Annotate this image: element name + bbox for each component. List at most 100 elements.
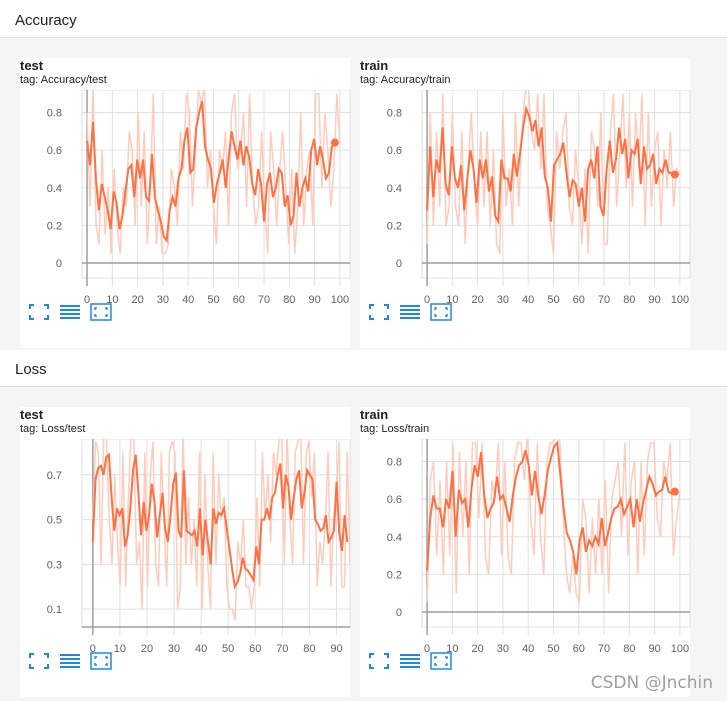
x-tick-label: 60 [573,294,585,306]
line-chart[interactable]: 0 0.2 0.4 0.6 0.8 0 10 20 30 40 50 60 70 80 90 100 [20,90,352,320]
y-tick-label: 0.1 [47,604,62,616]
y-tick-label: 0.2 [387,569,402,581]
x-tick-label: 30 [497,643,509,655]
series-smoothed-line [426,440,676,575]
section-body-loss: test tag: Loss/test 0.1 0.3 0.5 0.7 0 10 20 30 4… [0,387,727,701]
card-tag: tag: Accuracy/test [20,74,107,86]
line-chart[interactable]: 0 0.2 0.4 0.6 0.8 0 10 20 30 40 50 60 70 80 90 100 [360,90,692,320]
fit-domain-icon[interactable] [430,303,452,321]
card-title: train [360,58,389,73]
x-tick-label: 90 [648,643,660,655]
y-tick-label: 0.8 [47,108,62,120]
x-tick-label: 90 [648,294,660,306]
fullscreen-icon[interactable] [368,303,390,321]
x-tick-label: 20 [131,294,143,306]
lines-icon[interactable] [399,652,421,670]
y-tick-label: 0.2 [47,220,62,232]
card-tag: tag: Loss/test [20,423,86,435]
y-tick-label: 0.4 [387,183,402,195]
fullscreen-icon[interactable] [368,652,390,670]
section-header-accuracy[interactable]: Accuracy [0,2,727,38]
x-tick-label: 10 [106,294,118,306]
y-tick-label: 0 [56,258,62,270]
section-title: Loss [15,361,47,378]
series-smoothed-line [91,452,349,590]
series-raw-line [92,439,350,621]
series-raw-line [86,90,341,255]
x-tick-label: 70 [598,294,610,306]
lines-icon[interactable] [59,652,81,670]
plot-frame [81,90,351,279]
x-tick-label: 20 [471,643,483,655]
section-title: Accuracy [15,12,77,29]
lines-icon[interactable] [59,303,81,321]
y-tick-label: 0.8 [387,457,402,469]
y-tick-label: 0.6 [47,145,62,157]
y-tick-label: 0.4 [387,532,402,544]
fit-domain-icon[interactable] [90,303,112,321]
fullscreen-icon[interactable] [28,652,50,670]
x-tick-label: 10 [114,643,126,655]
x-tick-label: 80 [623,643,635,655]
x-tick-label: 60 [573,643,585,655]
last-point-marker [330,138,339,147]
x-tick-label: 40 [522,294,534,306]
line-chart[interactable]: 0 0.2 0.4 0.6 0.8 0 10 20 30 40 50 60 70 80 90 100 [360,439,692,669]
x-tick-label: 30 [157,294,169,306]
x-tick-label: 10 [446,643,458,655]
last-point-marker [670,487,679,496]
y-tick-label: 0 [396,258,402,270]
x-tick-label: 100 [671,294,689,306]
x-tick-label: 80 [623,294,635,306]
x-tick-label: 30 [497,294,509,306]
line-chart[interactable]: 0.1 0.3 0.5 0.7 0 10 20 30 40 50 60 70 80 90 [20,439,352,669]
fit-domain-icon[interactable] [430,652,452,670]
x-tick-label: 100 [331,294,349,306]
y-tick-label: 0.7 [47,470,62,482]
fit-domain-icon[interactable] [90,652,112,670]
x-tick-label: 100 [671,643,689,655]
x-tick-label: 50 [222,643,234,655]
x-tick-label: 60 [249,643,261,655]
x-tick-label: 40 [182,294,194,306]
chart-card-loss-train: train tag: Loss/train 0 0.2 0.4 0.6 0.8 0 10 20… [360,407,692,697]
x-tick-label: 80 [283,294,295,306]
lines-icon[interactable] [399,303,421,321]
section-body-accuracy: test tag: Accuracy/test 0 0.2 0.4 0.6 0.8 0 10… [0,38,727,350]
x-tick-label: 40 [522,643,534,655]
x-tick-label: 40 [195,643,207,655]
card-tag: tag: Accuracy/train [360,74,451,86]
section-header-loss[interactable]: Loss [0,351,727,387]
y-tick-label: 0.3 [47,559,62,571]
x-tick-label: 0 [90,643,96,655]
x-tick-label: 70 [258,294,270,306]
x-tick-label: 20 [471,294,483,306]
x-tick-label: 30 [168,643,180,655]
x-tick-label: 60 [233,294,245,306]
fullscreen-icon[interactable] [28,303,50,321]
last-point-marker [670,170,679,179]
x-tick-label: 0 [84,294,90,306]
x-tick-label: 50 [207,294,219,306]
series-smoothed-line [86,101,336,243]
x-tick-label: 90 [308,294,320,306]
card-title: train [360,407,389,422]
plot-frame [421,90,691,279]
card-title: test [20,58,44,73]
chart-card-accuracy-test: test tag: Accuracy/test 0 0.2 0.4 0.6 0.8 0 10… [20,58,352,348]
plot-frame [421,439,691,628]
chart-card-loss-test: test tag: Loss/test 0.1 0.3 0.5 0.7 0 10 20 30 4… [20,407,352,697]
y-tick-label: 0.8 [387,108,402,120]
x-tick-label: 90 [330,643,342,655]
y-tick-label: 0.4 [47,183,62,195]
y-tick-label: 0.6 [387,145,402,157]
card-title: test [20,407,44,422]
x-tick-label: 50 [547,643,559,655]
y-tick-label: 0.6 [387,494,402,506]
x-tick-label: 10 [446,294,458,306]
y-tick-label: 0.5 [47,515,62,527]
x-tick-label: 70 [598,643,610,655]
x-tick-label: 70 [276,643,288,655]
y-tick-label: 0.2 [387,220,402,232]
x-tick-label: 0 [424,294,430,306]
